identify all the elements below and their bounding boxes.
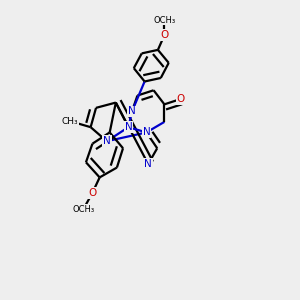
Text: O: O	[176, 94, 185, 104]
Text: O: O	[88, 188, 97, 198]
Text: N: N	[103, 136, 111, 146]
Text: N: N	[124, 122, 132, 132]
Text: OCH₃: OCH₃	[153, 16, 176, 25]
Text: N: N	[142, 128, 150, 137]
Text: O: O	[160, 30, 169, 40]
Text: N: N	[144, 159, 152, 169]
Text: N: N	[128, 106, 136, 116]
Text: CH₃: CH₃	[62, 117, 78, 126]
Text: OCH₃: OCH₃	[72, 205, 94, 214]
